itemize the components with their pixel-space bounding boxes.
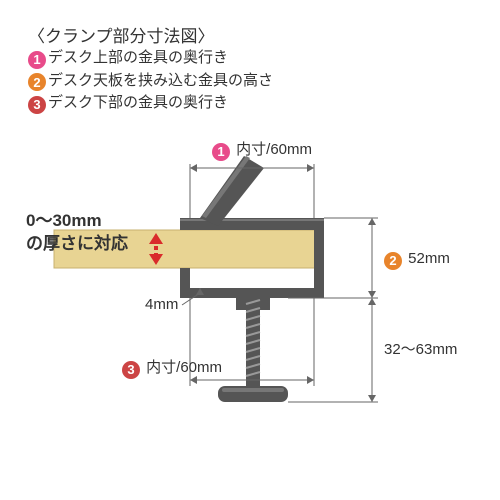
annot-gap: 4mm: [145, 296, 178, 313]
clamp-diagram: 0〜30mmの厚さに対応 1 内寸/60mm 2 52mm 32〜63mm 3 …: [0, 138, 500, 478]
diagram-title: 〈クランプ部分寸法図〉: [28, 22, 472, 47]
legend-num-icon: 2: [28, 73, 46, 91]
legend-num-icon: 1: [28, 51, 46, 69]
legend-line: 1デスク上部の金具の奥行き: [28, 47, 472, 70]
legend-num-icon: 3: [28, 96, 46, 114]
thickness-label: 0〜30mmの厚さに対応: [26, 210, 128, 256]
annot-top-inner: 1 内寸/60mm: [212, 138, 312, 161]
annot-screw-range: 32〜63mm: [384, 338, 457, 359]
annot-bottom-inner: 3 内寸/60mm: [122, 356, 222, 379]
legend-line: 2デスク天板を挟み込む金具の高さ: [28, 70, 472, 93]
legend-line: 3デスク下部の金具の奥行き: [28, 92, 472, 115]
annot-height: 2 52mm: [384, 250, 450, 270]
